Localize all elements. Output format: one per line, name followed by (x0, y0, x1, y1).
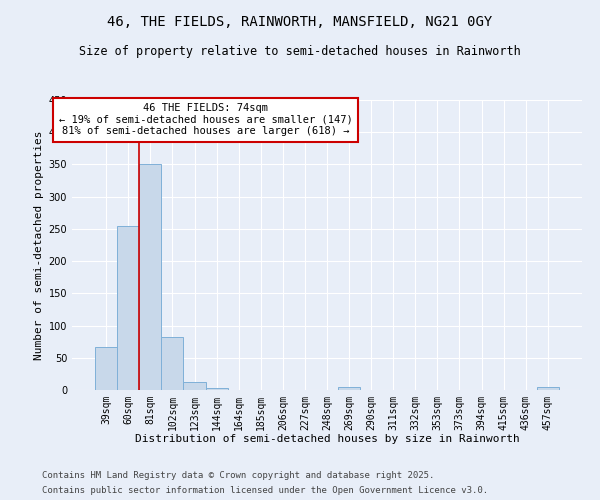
Bar (206, 388, 227, 390)
Text: Contains HM Land Registry data © Crown copyright and database right 2025.: Contains HM Land Registry data © Crown c… (42, 471, 434, 480)
Text: 46, THE FIELDS, RAINWORTH, MANSFIELD, NG21 0GY: 46, THE FIELDS, RAINWORTH, MANSFIELD, NG… (107, 15, 493, 29)
Text: Contains public sector information licensed under the Open Government Licence v3: Contains public sector information licen… (42, 486, 488, 495)
Bar (161, 337, 184, 390)
Bar (139, 164, 161, 390)
X-axis label: Distribution of semi-detached houses by size in Rainworth: Distribution of semi-detached houses by … (134, 434, 520, 444)
Text: 46 THE FIELDS: 74sqm
← 19% of semi-detached houses are smaller (147)
81% of semi: 46 THE FIELDS: 74sqm ← 19% of semi-detac… (59, 103, 352, 136)
Bar (338, 387, 360, 390)
Text: Size of property relative to semi-detached houses in Rainworth: Size of property relative to semi-detach… (79, 45, 521, 58)
Bar (184, 382, 206, 390)
Bar (117, 226, 139, 390)
Bar (95, 347, 117, 390)
Y-axis label: Number of semi-detached properties: Number of semi-detached properties (34, 130, 44, 360)
Bar (537, 388, 559, 390)
